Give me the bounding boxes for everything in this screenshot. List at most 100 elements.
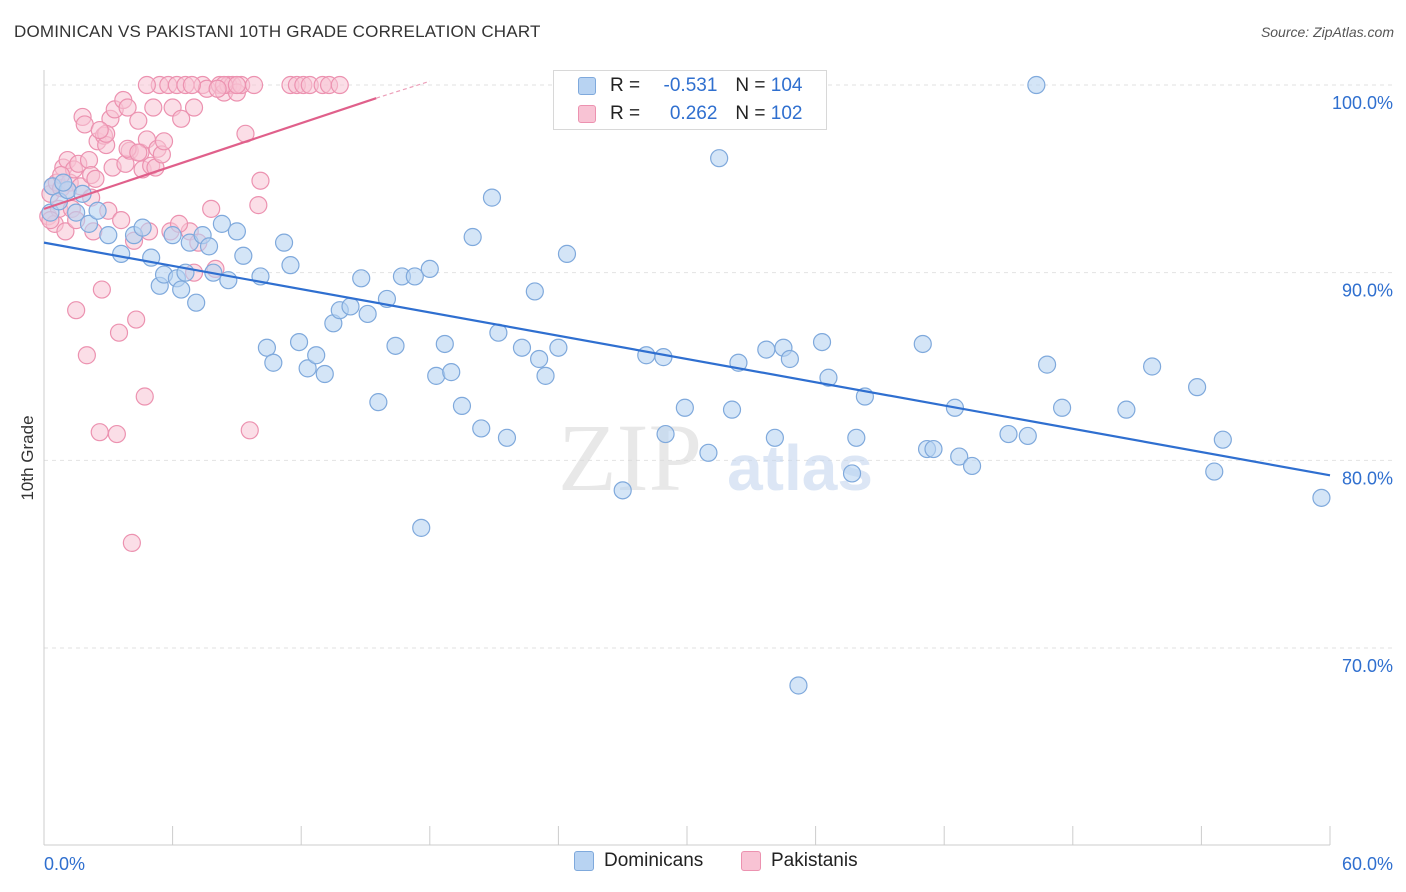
y-tick-label: 100.0% [1332,93,1393,113]
dominican-point [847,428,866,447]
dominican-point [913,334,932,354]
dominican-point [675,398,694,417]
dominican-point [463,227,482,247]
dominican-point [637,346,656,365]
pakistani-point [56,222,75,241]
pakistani-point [77,346,96,365]
dominican-point [765,428,784,447]
dominican-point [352,269,371,288]
pakistani-point [244,75,264,95]
dominican-point [789,676,808,695]
pakistani-point [135,387,154,406]
pakistani-point [240,421,259,440]
dominican-point [656,424,675,444]
pakistani-point [107,424,126,444]
dominican-point [234,246,253,265]
dominican-point [1143,357,1162,376]
dominican-point [54,173,73,192]
dominican-point [79,214,99,233]
dominican-point [163,226,182,245]
dominican-point [112,244,131,263]
dominican-point [842,464,862,483]
dominican-point [1188,378,1207,397]
dominican-point [212,214,231,233]
pakistani-point [118,98,137,117]
pakistani-point [137,75,156,95]
x-tick-label-min: 0.0% [44,854,85,874]
dominican-point [819,368,838,387]
pakistanis-swatch [578,105,596,123]
dominican-point [472,419,491,438]
pakistani-point [251,171,270,190]
dominican-point [307,346,326,365]
pakistanis-legend-swatch [741,851,761,871]
legend-row-pakistanis: R = 0.262 N = 102 [578,102,802,126]
dominican-point [386,336,405,355]
dominican-point [99,226,118,245]
legend-r-value: -0.531 [663,75,718,96]
grid-lines [44,84,1392,649]
dominican-point [497,428,517,447]
pakistani-point [249,196,268,215]
dominican-point [1312,488,1331,507]
dominican-point [482,188,502,207]
y-tick-label: 70.0% [1342,656,1393,676]
dominican-point [358,304,377,324]
dominican-point [1117,400,1136,419]
dominican-point [1205,462,1224,481]
dominican-point [412,518,431,537]
pakistani-point [127,310,146,329]
y-tick-label: 90.0% [1342,281,1393,301]
dominican-point [654,348,673,367]
pakistani-point [86,169,105,188]
dominican-point [187,293,206,312]
dominican-point [924,439,943,459]
dominican-point [1052,398,1072,417]
dominican-point [172,280,191,299]
dominican-point [1027,75,1046,95]
pakistani-point [208,79,227,98]
legend-n-label: N = [735,75,766,96]
dominican-point [710,149,729,168]
dominican-point [315,364,334,384]
dominican-point [405,267,424,286]
pakistani-point [129,111,148,130]
dominican-point [557,244,577,263]
legend-r-label: R = [610,75,641,96]
dominican-trend-line [43,241,1331,477]
dominican-point [289,332,309,352]
dominican-point [812,332,832,352]
pakistani-point [154,132,174,151]
dominican-point [1018,426,1037,446]
x-tick-label-max: 60.0% [1342,854,1393,874]
pakistanis-legend-label: Pakistanis [771,850,858,871]
legend-row-dominicans: R = -0.531 N = 104 [578,74,802,98]
legend-r-value: 0.262 [669,103,718,124]
dominican-point [613,481,632,500]
dominican-point [435,334,454,354]
pakistani-points [39,75,349,552]
dominican-point [133,218,152,237]
dominican-point [442,363,461,382]
pakistani-point [92,280,111,299]
pakistani-point [184,98,204,117]
dominican-point [962,456,982,476]
dominican-point [298,359,317,378]
dominican-point [452,396,472,415]
pakistani-point [67,301,86,320]
dominican-point [525,282,544,301]
dominican-point [512,338,532,357]
dominicans-legend-label: Dominicans [604,850,704,871]
legend-r-label: R = [610,103,641,124]
dominican-point [1037,355,1057,374]
pakistani-point [172,109,191,128]
chart-title: DOMINICAN VS PAKISTANI 10TH GRADE CORREL… [14,22,541,41]
bottom-legend-pakistanis: Pakistanis [741,850,858,872]
dominican-point [88,201,107,220]
dominican-point [199,237,219,256]
trend-lines [43,80,1331,477]
dominican-point [1213,430,1232,449]
pakistani-point [90,120,109,140]
dominican-point [341,297,360,316]
pakistani-point [112,211,131,230]
